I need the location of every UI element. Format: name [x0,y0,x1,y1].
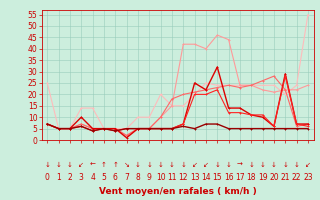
Text: ↓: ↓ [282,162,288,168]
Text: 8: 8 [136,172,140,182]
Text: 23: 23 [303,172,313,182]
Text: ←: ← [90,162,96,168]
Text: 9: 9 [147,172,152,182]
Text: 19: 19 [258,172,268,182]
Text: 14: 14 [201,172,211,182]
Text: 20: 20 [269,172,279,182]
Text: 6: 6 [113,172,118,182]
Text: ↓: ↓ [135,162,141,168]
Text: 3: 3 [79,172,84,182]
Text: ↓: ↓ [294,162,300,168]
Text: 17: 17 [235,172,245,182]
Text: ↓: ↓ [169,162,175,168]
Text: 15: 15 [212,172,222,182]
Text: ↙: ↙ [305,162,311,168]
Text: ↙: ↙ [192,162,197,168]
Text: ↓: ↓ [44,162,50,168]
Text: Vent moyen/en rafales ( km/h ): Vent moyen/en rafales ( km/h ) [99,186,256,196]
Text: ↓: ↓ [226,162,232,168]
Text: 12: 12 [179,172,188,182]
Text: ↓: ↓ [214,162,220,168]
Text: ↑: ↑ [101,162,107,168]
Text: ↓: ↓ [158,162,164,168]
Text: ↓: ↓ [146,162,152,168]
Text: ↓: ↓ [260,162,266,168]
Text: 13: 13 [190,172,199,182]
Text: 4: 4 [90,172,95,182]
Text: 1: 1 [56,172,61,182]
Text: 22: 22 [292,172,301,182]
Text: →: → [237,162,243,168]
Text: ↓: ↓ [271,162,277,168]
Text: ↘: ↘ [124,162,130,168]
Text: 18: 18 [246,172,256,182]
Text: 2: 2 [68,172,72,182]
Text: ↙: ↙ [203,162,209,168]
Text: 0: 0 [45,172,50,182]
Text: ↓: ↓ [67,162,73,168]
Text: ↙: ↙ [78,162,84,168]
Text: 11: 11 [167,172,177,182]
Text: ↓: ↓ [56,162,61,168]
Text: 21: 21 [281,172,290,182]
Text: 10: 10 [156,172,165,182]
Text: ↓: ↓ [248,162,254,168]
Text: ↑: ↑ [112,162,118,168]
Text: ↓: ↓ [180,162,186,168]
Text: 7: 7 [124,172,129,182]
Text: 16: 16 [224,172,233,182]
Text: 5: 5 [101,172,106,182]
